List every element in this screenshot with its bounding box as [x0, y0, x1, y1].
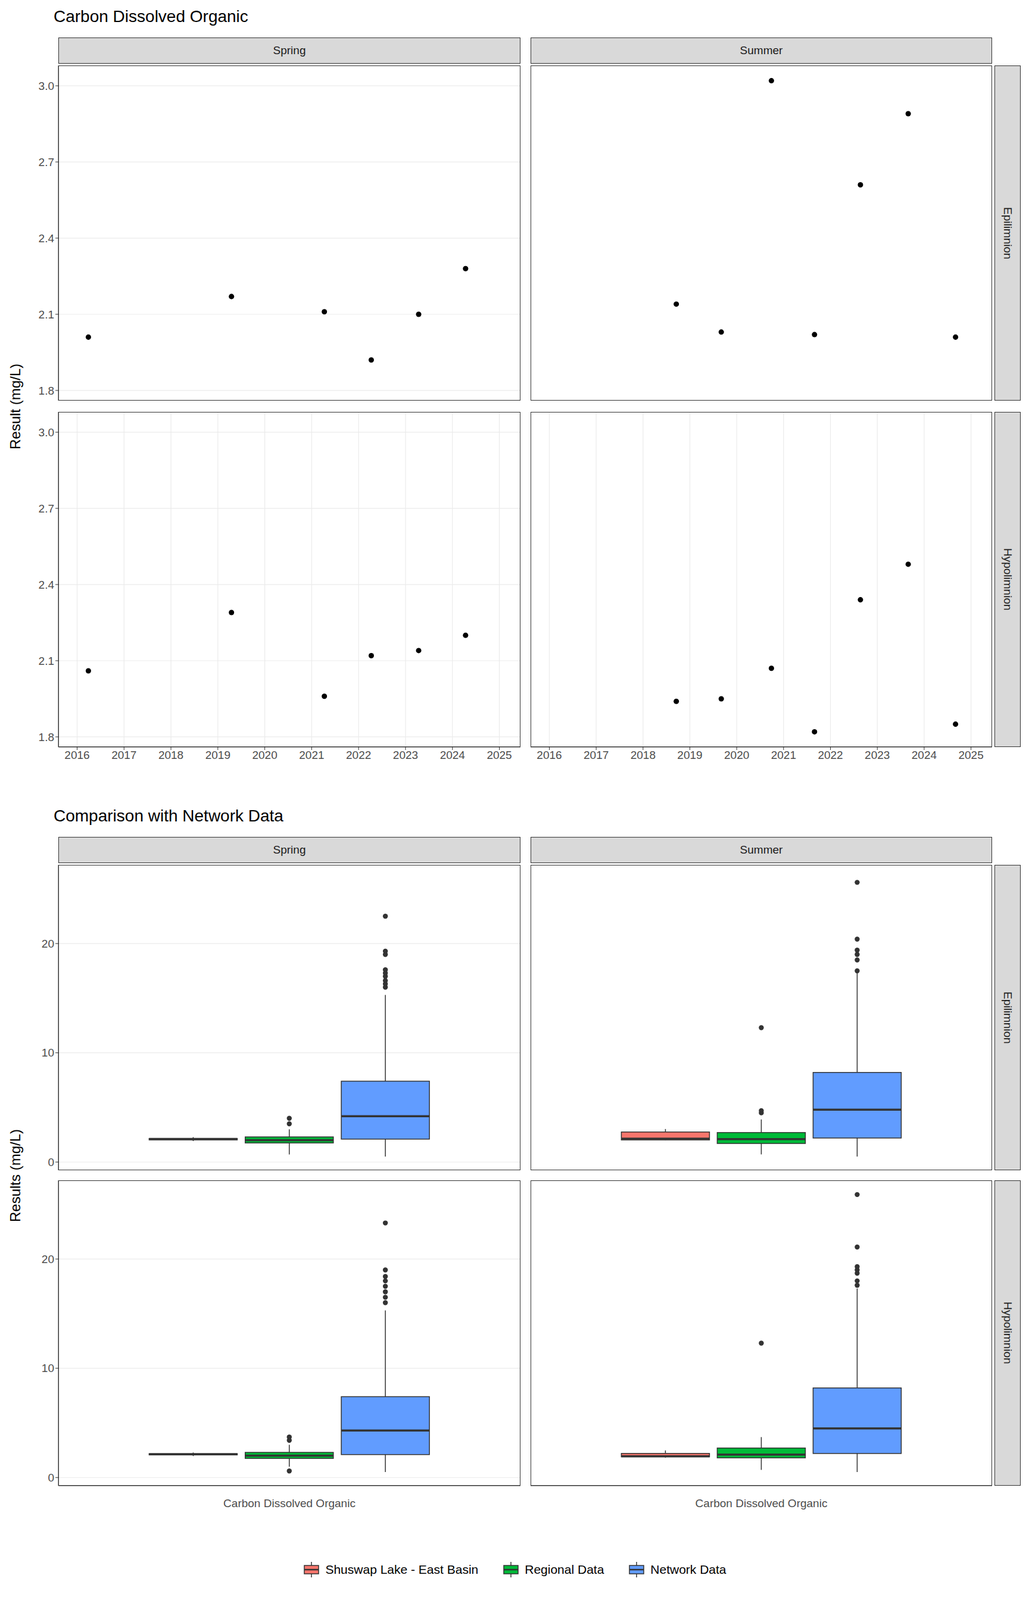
html-text:Shuswap Lake - East Basin: Shuswap Lake - East Basin: [325, 1563, 479, 1577]
html-text:Summer: Summer: [739, 843, 783, 857]
html-text:Spring: Spring: [273, 843, 306, 857]
html-text:Summer: Summer: [739, 44, 783, 57]
html-text:Result (mg/L): Result (mg/L): [7, 363, 24, 450]
svg-text:2021: 2021: [771, 749, 797, 762]
html-text:Results (mg/L): Results (mg/L): [7, 1129, 24, 1223]
svg-text:2.4: 2.4: [38, 232, 55, 245]
svg-text:2017: 2017: [111, 749, 137, 762]
svg-text:2019: 2019: [677, 749, 703, 762]
svg-text:0: 0: [47, 1156, 55, 1169]
svg-text:Carbon Dissolved Organic: Carbon Dissolved Organic: [223, 1497, 356, 1511]
svg-text:2025: 2025: [958, 749, 984, 762]
svg-text:2.4: 2.4: [38, 578, 55, 592]
svg-text:1.8: 1.8: [38, 384, 55, 398]
svg-text:2018: 2018: [630, 749, 656, 762]
svg-text:2025: 2025: [486, 749, 512, 762]
svg-text:2022: 2022: [345, 749, 371, 762]
svg-text:2020: 2020: [251, 749, 277, 762]
html-text:Epilimnion: Epilimnion: [1001, 991, 1015, 1045]
svg-text:2022: 2022: [817, 749, 843, 762]
svg-text:2.1: 2.1: [38, 308, 55, 321]
svg-text:2.1: 2.1: [38, 655, 55, 668]
svg-text:2021: 2021: [298, 749, 324, 762]
svg-text:3.0: 3.0: [38, 79, 55, 93]
svg-text:2019: 2019: [205, 749, 231, 762]
html-text:Comparison with Network Data: Comparison with Network Data: [53, 806, 284, 826]
svg-text:2020: 2020: [724, 749, 750, 762]
html-text:Epilimnion: Epilimnion: [1001, 207, 1015, 260]
svg-text:2018: 2018: [158, 749, 184, 762]
html-text:Network Data: Network Data: [650, 1563, 727, 1577]
html-text:Spring: Spring: [273, 44, 306, 57]
html-text:Hypolimnion: Hypolimnion: [1001, 1302, 1015, 1365]
svg-text:2.7: 2.7: [38, 502, 55, 516]
html-text:Carbon Dissolved Organic: Carbon Dissolved Organic: [53, 7, 249, 26]
svg-text:20: 20: [41, 937, 55, 951]
svg-text:Carbon Dissolved Organic: Carbon Dissolved Organic: [695, 1497, 828, 1511]
svg-text:2016: 2016: [64, 749, 90, 762]
svg-text:10: 10: [41, 1046, 55, 1060]
svg-text:2017: 2017: [583, 749, 609, 762]
svg-text:10: 10: [41, 1362, 55, 1375]
svg-text:2023: 2023: [864, 749, 890, 762]
svg-text:2023: 2023: [393, 749, 419, 762]
svg-text:2024: 2024: [440, 749, 466, 762]
html-text:Regional Data: Regional Data: [524, 1563, 605, 1577]
svg-text:1.8: 1.8: [38, 731, 55, 744]
svg-text:20: 20: [41, 1253, 55, 1267]
svg-text:0: 0: [47, 1472, 55, 1485]
html-text:Hypolimnion: Hypolimnion: [1001, 548, 1015, 611]
svg-text:2.7: 2.7: [38, 156, 55, 169]
svg-text:2024: 2024: [911, 749, 938, 762]
svg-text:3.0: 3.0: [38, 426, 55, 439]
svg-text:2016: 2016: [536, 749, 562, 762]
